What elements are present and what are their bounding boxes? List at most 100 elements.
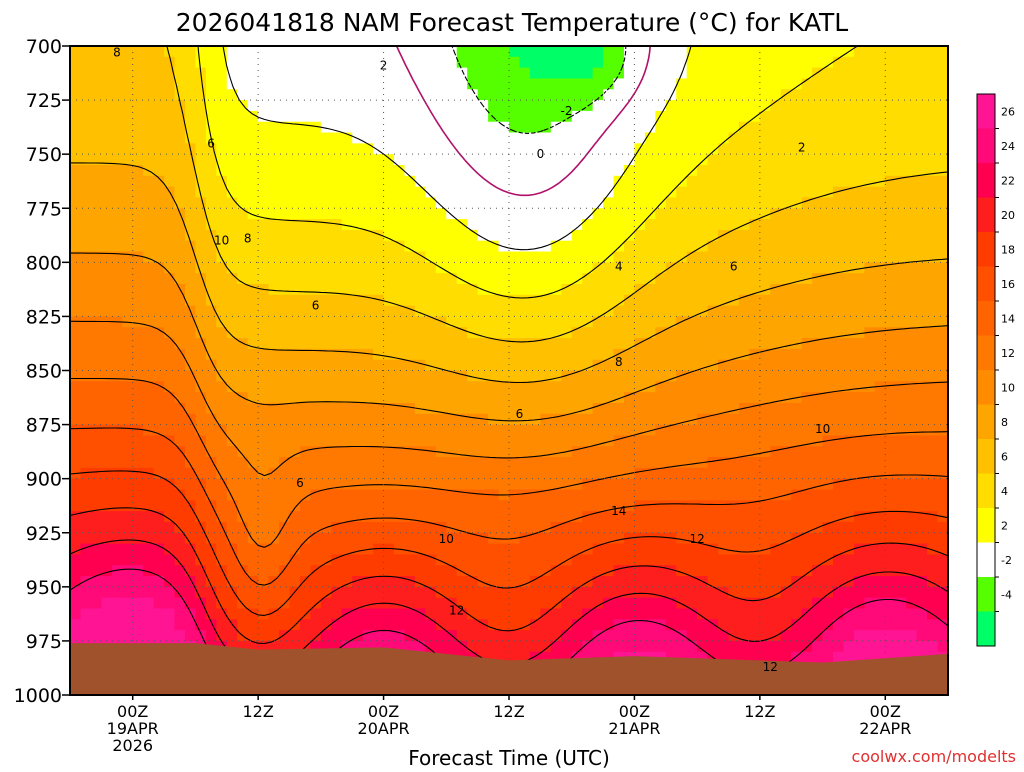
temperature-cell [456, 554, 468, 566]
temperature-cell [561, 219, 573, 231]
temperature-cell [373, 219, 385, 231]
temperature-cell [362, 457, 374, 469]
temperature-cell [80, 240, 92, 253]
temperature-cell [456, 457, 468, 469]
temperature-cell [759, 121, 771, 134]
temperature-cell [801, 424, 813, 436]
temperature-cell [822, 100, 834, 112]
temperature-cell [529, 100, 541, 112]
temperature-cell [320, 457, 332, 469]
temperature-cell [697, 597, 709, 610]
temperature-cell [237, 175, 249, 188]
temperature-cell [707, 500, 719, 512]
temperature-cell [477, 197, 489, 209]
temperature-cell [509, 175, 521, 188]
temperature-cell [111, 240, 123, 253]
temperature-cell [791, 586, 803, 599]
temperature-cell [111, 402, 123, 415]
temperature-cell [916, 370, 928, 382]
temperature-cell [226, 565, 238, 577]
temperature-cell [467, 543, 479, 555]
temperature-cell [697, 121, 709, 134]
temperature-cell [226, 229, 238, 242]
temperature-cell [132, 132, 144, 144]
temperature-cell [101, 110, 113, 123]
temperature-cell [822, 46, 834, 58]
temperature-cell [164, 56, 176, 69]
temperature-cell [655, 381, 667, 393]
temperature-cell [237, 283, 249, 296]
temperature-cell [718, 565, 730, 577]
temperature-cell [289, 565, 301, 577]
temperature-cell [655, 478, 667, 491]
temperature-cell [822, 586, 834, 599]
temperature-cell [341, 630, 353, 642]
temperature-cell [226, 197, 238, 209]
temperature-cell [299, 381, 311, 393]
temperature-cell [132, 143, 144, 155]
temperature-cell [582, 132, 594, 144]
temperature-cell [843, 640, 855, 653]
temperature-cell [906, 154, 918, 166]
temperature-cell [205, 100, 217, 112]
temperature-cell [519, 283, 531, 296]
temperature-cell [613, 478, 625, 491]
temperature-cell [853, 348, 865, 361]
temperature-cell [289, 413, 301, 426]
temperature-cell [665, 370, 677, 382]
temperature-cell [425, 240, 437, 253]
temperature-cell [759, 402, 771, 415]
temperature-cell [843, 651, 855, 664]
temperature-cell [435, 543, 447, 555]
temperature-cell [603, 327, 615, 339]
temperature-cell [655, 554, 667, 566]
temperature-cell [613, 630, 625, 642]
temperature-cell [822, 370, 834, 382]
temperature-cell [707, 532, 719, 545]
temperature-cell [686, 402, 698, 415]
temperature-cell [707, 435, 719, 447]
temperature-cell [310, 262, 322, 274]
temperature-cell [456, 251, 468, 263]
temperature-cell [833, 500, 845, 512]
temperature-cell [404, 500, 416, 512]
temperature-cell [927, 294, 939, 307]
temperature-cell [728, 197, 740, 209]
temperature-cell [655, 457, 667, 469]
temperature-cell [906, 56, 918, 69]
temperature-cell [885, 435, 897, 447]
temperature-cell [425, 67, 437, 80]
temperature-cell [488, 392, 500, 404]
temperature-cell [603, 435, 615, 447]
temperature-cell [435, 435, 447, 447]
temperature-cell [874, 338, 886, 350]
temperature-cell [279, 294, 291, 307]
temperature-cell [623, 619, 636, 631]
temperature-cell [697, 424, 709, 436]
temperature-cell [927, 229, 939, 242]
temperature-cell [582, 262, 594, 274]
temperature-cell [927, 46, 939, 58]
temperature-cell [738, 500, 750, 512]
temperature-cell [435, 219, 447, 231]
temperature-cell [216, 413, 228, 426]
temperature-cell [414, 370, 426, 382]
temperature-cell [404, 240, 416, 253]
temperature-cell [864, 208, 876, 220]
temperature-cell [613, 251, 625, 263]
temperature-cell [404, 565, 416, 577]
temperature-cell [320, 511, 332, 523]
temperature-cell [686, 543, 698, 555]
temperature-cell [770, 56, 782, 69]
temperature-cell [394, 402, 406, 415]
temperature-cell [853, 565, 865, 577]
temperature-cell [603, 132, 615, 144]
temperature-cell [623, 251, 636, 263]
temperature-cell [561, 143, 573, 155]
temperature-cell [226, 56, 238, 69]
temperature-cell [184, 164, 197, 177]
temperature-cell [833, 100, 845, 112]
temperature-cell [383, 338, 395, 350]
temperature-cell [644, 132, 656, 144]
temperature-cell [822, 597, 834, 610]
